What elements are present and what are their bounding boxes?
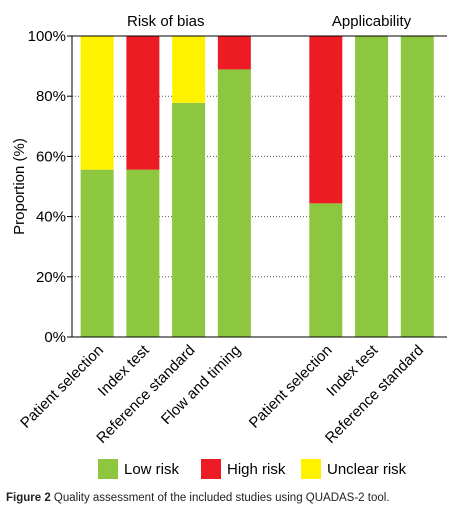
bar-segment xyxy=(126,169,160,337)
y-tick-label: 20% xyxy=(36,269,66,286)
bar-segment xyxy=(172,102,206,338)
group-title-risk-of-bias: Risk of bias xyxy=(127,13,205,30)
y-tick-label: 0% xyxy=(44,329,66,346)
x-tick-label: Flow and timing xyxy=(158,342,244,428)
y-tick-label: 40% xyxy=(36,209,66,226)
figure-caption: Figure 2 Quality assessment of the inclu… xyxy=(6,492,458,504)
bar-segment xyxy=(309,203,343,337)
bar-segment xyxy=(217,69,251,337)
y-tick-label: 60% xyxy=(36,148,66,165)
group-title-applicability: Applicability xyxy=(332,13,412,30)
y-tick-label: 100% xyxy=(28,28,66,45)
caption-text: Quality assessment of the included studi… xyxy=(50,492,390,504)
legend-label-unclear-risk: Unclear risk xyxy=(327,460,407,478)
x-tick-label: Patient selection xyxy=(246,342,336,432)
legend: Low risk High risk Unclear risk xyxy=(0,459,462,481)
bar-segment xyxy=(172,36,206,103)
legend-label-high-risk: High risk xyxy=(227,460,286,478)
legend-item-high-risk: High risk xyxy=(201,459,285,479)
legend-item-unclear-risk: Unclear risk xyxy=(301,459,406,479)
caption-label: Figure 2 xyxy=(6,492,51,504)
bar-segment xyxy=(355,36,389,337)
bar-segment xyxy=(217,36,251,70)
bar-segment xyxy=(400,36,434,337)
stacked-bar-chart: 0%20%40%60%80%100%Patient selectionIndex… xyxy=(11,13,447,447)
legend-swatch-high-risk xyxy=(201,459,221,479)
bar-segment xyxy=(80,169,114,337)
legend-label-low-risk: Low risk xyxy=(124,460,180,478)
bar-segment xyxy=(80,36,114,170)
x-tick-label: Patient selection xyxy=(17,342,107,432)
legend-swatch-low-risk xyxy=(98,459,118,479)
bar-segment xyxy=(309,36,343,204)
legend-swatch-unclear-risk xyxy=(301,459,321,479)
y-tick-label: 80% xyxy=(36,88,66,105)
legend-item-low-risk: Low risk xyxy=(98,459,179,479)
y-axis-label: Proportion (%) xyxy=(11,138,28,235)
bar-segment xyxy=(126,36,160,170)
